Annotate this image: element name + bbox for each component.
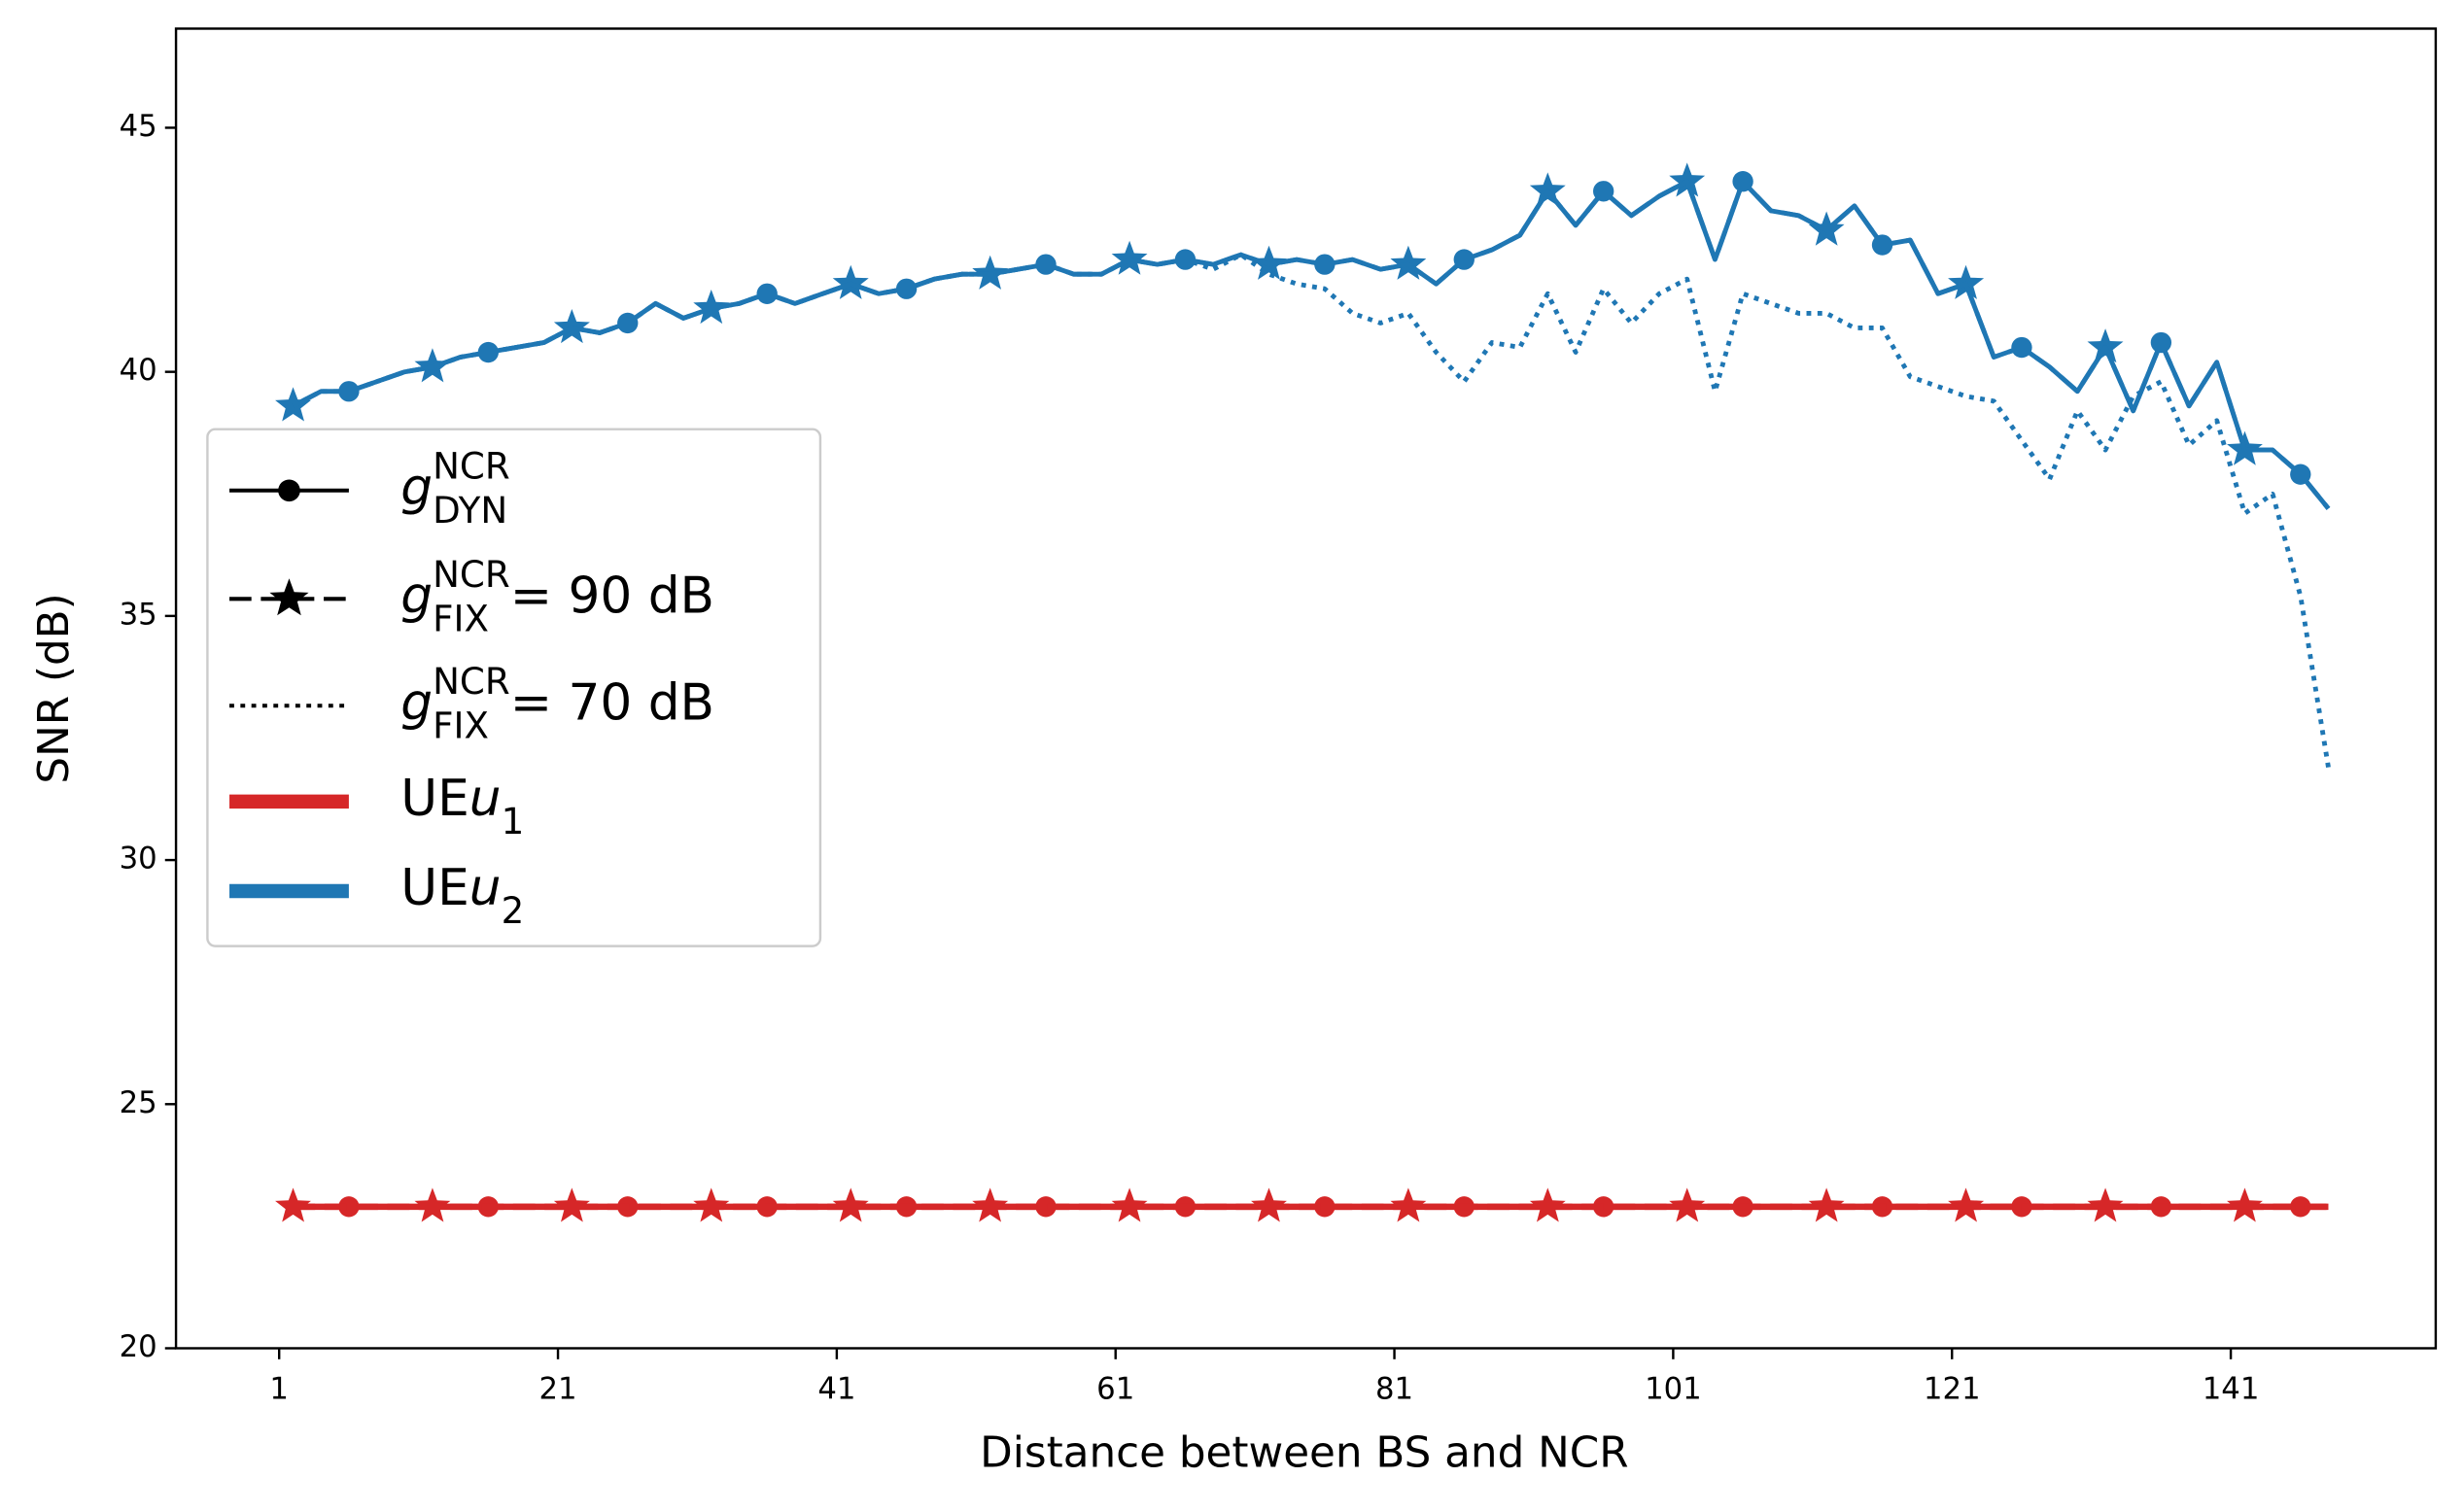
marker-dot [2290, 1196, 2311, 1218]
marker-dot [2290, 464, 2311, 485]
marker-dot [1314, 1196, 1336, 1218]
x-tick-label: 21 [539, 1372, 577, 1407]
y-tick-label: 30 [120, 842, 157, 876]
y-tick-label: 45 [120, 109, 157, 144]
marker-star [1251, 1187, 1287, 1222]
legend-label: 1 [502, 800, 525, 842]
marker-dot [1314, 254, 1336, 275]
marker-dot [2011, 336, 2032, 359]
legend-label: = 90 dB [510, 567, 714, 625]
legend-label: u [469, 770, 502, 828]
marker-dot [338, 381, 360, 402]
marker-star [1111, 1187, 1148, 1222]
x-tick-label: 141 [2203, 1372, 2260, 1407]
legend-label: NCR [433, 553, 510, 596]
legend-label: u [469, 859, 502, 917]
marker-star [1669, 1187, 1706, 1222]
legend-label: UE [400, 770, 469, 828]
x-tick-label: 61 [1096, 1372, 1134, 1407]
marker-dot [2150, 331, 2172, 354]
x-tick-label: 41 [817, 1372, 855, 1407]
marker-dot [338, 1196, 360, 1218]
marker-star [972, 1187, 1009, 1222]
legend-label: g [400, 673, 433, 732]
y-tick-label: 25 [120, 1085, 157, 1120]
marker-star [414, 1187, 451, 1222]
legend-label: NCR [433, 660, 510, 703]
legend-marker [278, 479, 300, 502]
y-tick-label: 35 [120, 597, 157, 632]
x-tick-label: 1 [269, 1372, 289, 1407]
marker-dot [617, 312, 639, 334]
marker-dot [1174, 249, 1197, 270]
legend-label: UE [400, 859, 469, 917]
marker-dot [1035, 1196, 1057, 1218]
x-tick-label: 101 [1645, 1372, 1702, 1407]
x-axis-label: Distance between BS and NCR [980, 1427, 1628, 1477]
legend-box [206, 428, 822, 947]
x-tick-label: 121 [1924, 1372, 1981, 1407]
marker-star [275, 1187, 311, 1222]
legend-label: FIX [433, 704, 489, 746]
marker-star [1808, 1187, 1845, 1222]
marker-star [1948, 1187, 1985, 1222]
legend-label: DYN [433, 489, 507, 532]
marker-dot [1453, 249, 1475, 270]
legend-label: FIX [433, 597, 489, 639]
marker-star [1529, 1187, 1566, 1222]
legend-label: 2 [502, 889, 525, 932]
legend-label: NCR [433, 445, 510, 488]
marker-star [2227, 1187, 2263, 1222]
marker-star [553, 1187, 590, 1222]
y-tick-label: 20 [120, 1329, 157, 1364]
marker-dot [1593, 181, 1614, 202]
marker-dot [1871, 234, 1893, 256]
legend-label: = 70 dB [510, 673, 714, 732]
marker-star [2087, 1187, 2124, 1222]
plot-frame [174, 27, 2438, 1350]
marker-dot [756, 283, 778, 304]
legend-label: g [400, 567, 433, 625]
x-tick-label: 81 [1375, 1372, 1413, 1407]
marker-dot [1035, 254, 1057, 275]
marker-star [693, 1187, 730, 1222]
marker-star [832, 1187, 869, 1222]
marker-dot [477, 341, 500, 363]
marker-star [1390, 1187, 1427, 1222]
legend-label: g [400, 459, 433, 517]
y-axis-label: SNR (dB) [29, 593, 79, 783]
y-tick-label: 40 [120, 353, 157, 388]
legend-marker [269, 578, 309, 616]
marker-dot [895, 278, 918, 299]
marker-dot [1732, 171, 1753, 192]
